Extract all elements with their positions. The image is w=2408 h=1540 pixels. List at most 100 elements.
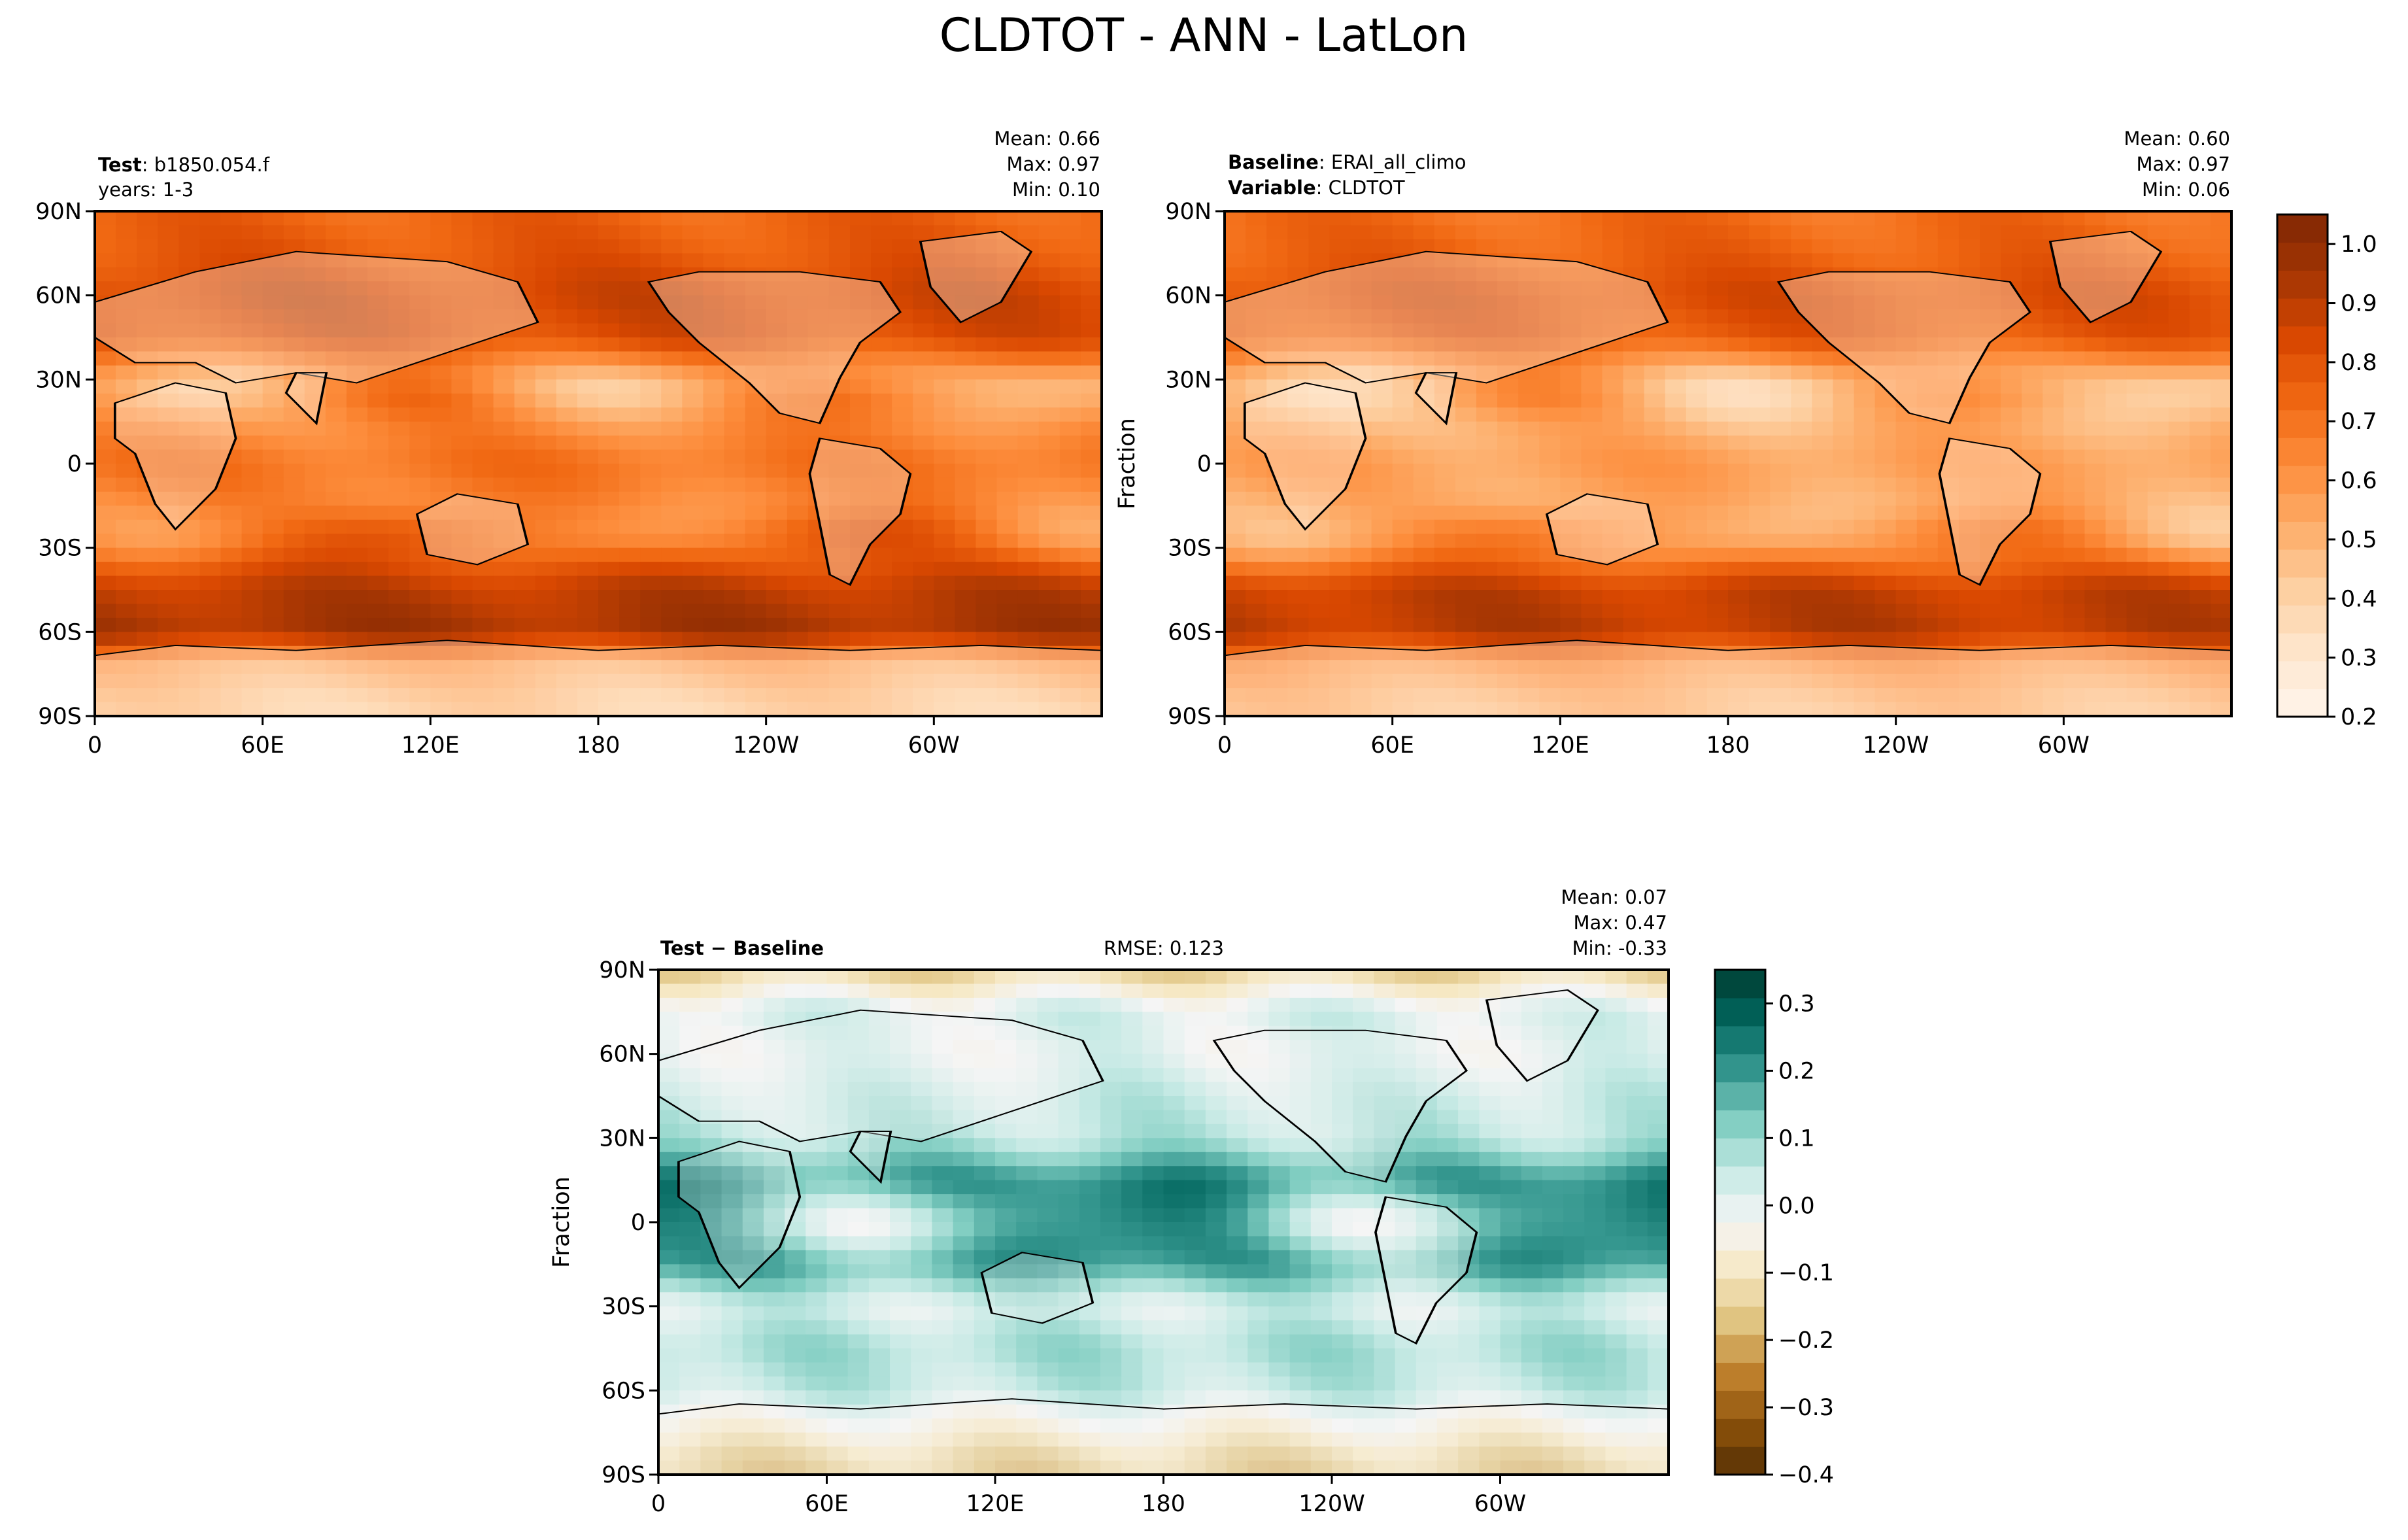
baseline-field-cell xyxy=(1476,590,1498,605)
diff-field-cell xyxy=(785,984,806,999)
test-field-cell xyxy=(1080,575,1102,590)
test-field-cell xyxy=(493,436,515,451)
diff-field-cell xyxy=(1458,1334,1480,1349)
test-field-cell xyxy=(975,477,998,492)
test-field-cell xyxy=(745,421,767,436)
diff-field-cell xyxy=(1184,1096,1206,1111)
test-field-cell xyxy=(787,436,809,451)
baseline-field-cell xyxy=(1812,491,1834,506)
diff-field-cell xyxy=(1521,1166,1543,1181)
test-field-cell xyxy=(472,590,494,605)
test-field-cell xyxy=(325,464,347,479)
test-field-cell xyxy=(807,632,830,647)
diff-field-cell xyxy=(1310,1194,1332,1209)
baseline-field-cell xyxy=(2168,617,2190,632)
diff-field-cell xyxy=(1289,970,1312,985)
baseline-field-cell xyxy=(2147,464,2169,479)
baseline-field-cell xyxy=(1392,464,1414,479)
test-field-cell xyxy=(703,547,725,562)
diff-field-cell xyxy=(1079,1222,1101,1237)
test-field-cell xyxy=(304,491,326,506)
baseline-field-cell xyxy=(1749,617,1771,632)
test-field-cell xyxy=(325,562,347,577)
test-field-cell xyxy=(472,379,494,394)
test-field-cell xyxy=(1017,295,1040,310)
test-field-cell xyxy=(955,491,977,506)
test-field-cell xyxy=(598,632,620,647)
diff-field-cell xyxy=(742,984,764,999)
baseline-field-cell xyxy=(1371,617,1393,632)
diff-field-cell xyxy=(763,970,785,985)
test-x-tick-label: 120E xyxy=(401,732,460,759)
baseline-field-cell xyxy=(2210,295,2231,310)
baseline-field-cell xyxy=(1392,590,1414,605)
diff-field-cell xyxy=(679,1348,701,1363)
diff-field-cell xyxy=(1142,1040,1164,1055)
baseline-field-cell xyxy=(1518,491,1540,506)
test-field-cell xyxy=(703,477,725,492)
test-field-cell xyxy=(828,239,851,254)
baseline-field-cell xyxy=(1371,604,1393,619)
test-field-cell xyxy=(975,505,998,521)
baseline-field-cell xyxy=(2210,491,2231,506)
diff-field-cell xyxy=(1184,1082,1206,1097)
test-field-cell xyxy=(430,575,452,590)
diff-field-cell xyxy=(1353,1348,1374,1363)
baseline-field-cell xyxy=(1413,519,1435,534)
baseline-field-cell xyxy=(2022,421,2043,436)
test-field-cell xyxy=(996,407,1019,422)
test-field-cell xyxy=(1038,225,1060,240)
baseline-field-cell xyxy=(1895,253,1918,268)
test-field-cell xyxy=(787,505,809,521)
test-field-cell xyxy=(661,351,683,366)
test-field-cell xyxy=(262,407,284,422)
test-field-cell xyxy=(347,575,368,590)
test-field-cell xyxy=(787,575,809,590)
diff-field-cell xyxy=(1268,1278,1291,1293)
test-field-cell xyxy=(766,449,788,464)
baseline-field-cell xyxy=(2189,309,2211,324)
diff-field-cell xyxy=(1121,1040,1143,1055)
diff-field-cell xyxy=(1227,1110,1248,1125)
baseline-field-cell xyxy=(1770,337,1791,352)
diff-field-cell xyxy=(1205,1278,1227,1293)
diff-field-cell xyxy=(742,1376,764,1391)
baseline-field-cell xyxy=(2189,590,2211,605)
baseline-field-cell xyxy=(2189,491,2211,506)
diff-field-cell xyxy=(1163,1194,1185,1209)
baseline-field-cell xyxy=(1874,491,1897,506)
diff-field-cell xyxy=(1458,1110,1480,1125)
baseline-field-cell xyxy=(1916,211,1939,226)
baseline-field-cell xyxy=(1665,575,1687,590)
diff-field-cell xyxy=(1121,1194,1143,1209)
diff-field-cell xyxy=(932,1292,954,1307)
baseline-field-cell xyxy=(1728,393,1750,408)
test-field-cell xyxy=(347,632,368,647)
diff-field-cell xyxy=(1289,1236,1312,1251)
diff-field-cell xyxy=(826,970,849,985)
diff-field-cell xyxy=(1605,1194,1627,1209)
test-field-cell xyxy=(598,562,620,577)
test-field-cell xyxy=(514,491,536,506)
diff-field-cell xyxy=(1184,1180,1206,1195)
diff-field-cell xyxy=(932,1278,954,1293)
diff-field-cell xyxy=(868,1264,890,1279)
baseline-field-cell xyxy=(1225,464,1246,479)
test-field-cell xyxy=(913,617,934,632)
diff-field-cell xyxy=(1205,1348,1227,1363)
diff-field-cell xyxy=(847,1362,870,1377)
test-field-cell xyxy=(283,211,305,226)
test-field-cell xyxy=(241,464,263,479)
diff-field-cell xyxy=(826,1208,849,1223)
diff-field-cell xyxy=(1163,1152,1185,1167)
diff-field-cell xyxy=(1121,1012,1143,1027)
diff-field-cell xyxy=(911,1138,933,1153)
diff-field-cell xyxy=(890,1278,911,1293)
diff-field-cell xyxy=(1184,1208,1206,1223)
baseline-field-cell xyxy=(1602,477,1624,492)
test-field-cell xyxy=(1038,534,1060,549)
baseline-field-cell xyxy=(1854,505,1876,521)
diff-field-cell xyxy=(1542,1348,1564,1363)
test-field-cell xyxy=(1059,309,1081,324)
diff-field-cell xyxy=(742,970,764,985)
